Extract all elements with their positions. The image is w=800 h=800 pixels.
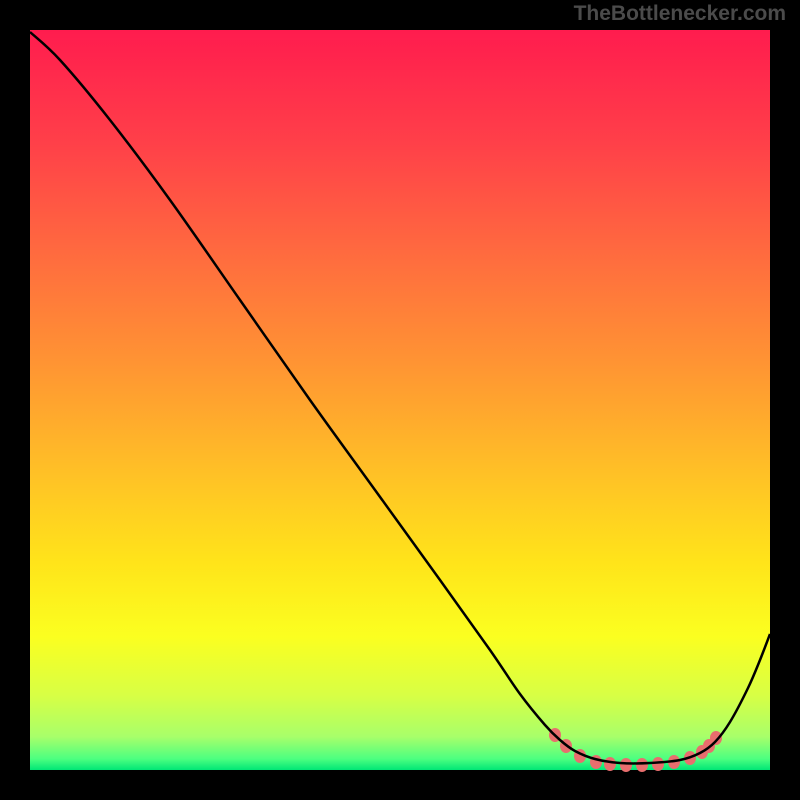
trough-marker <box>620 758 632 772</box>
trough-marker <box>636 758 648 772</box>
chart-root: TheBottlenecker.com <box>0 0 800 800</box>
gradient-fill <box>30 30 770 770</box>
plot-svg <box>0 0 800 800</box>
trough-marker <box>604 757 616 771</box>
